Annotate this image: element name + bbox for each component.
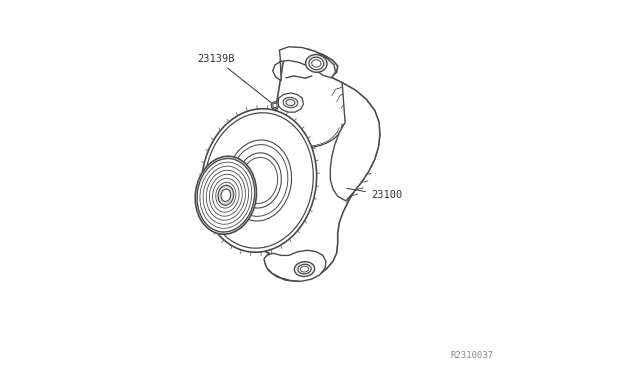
Text: 23139B: 23139B	[197, 54, 271, 103]
Ellipse shape	[195, 156, 257, 234]
Ellipse shape	[273, 103, 277, 108]
Ellipse shape	[309, 57, 324, 70]
Ellipse shape	[205, 113, 314, 248]
Ellipse shape	[271, 102, 278, 109]
Ellipse shape	[283, 97, 298, 108]
Ellipse shape	[227, 140, 292, 221]
Polygon shape	[264, 250, 326, 281]
Ellipse shape	[298, 264, 311, 274]
Ellipse shape	[221, 189, 230, 202]
Ellipse shape	[306, 55, 327, 72]
Ellipse shape	[237, 153, 282, 208]
Polygon shape	[278, 93, 303, 112]
Text: 23100: 23100	[347, 188, 402, 200]
Polygon shape	[247, 48, 380, 281]
Ellipse shape	[294, 262, 315, 276]
Polygon shape	[273, 47, 335, 81]
Text: R2310037: R2310037	[451, 350, 493, 359]
Ellipse shape	[218, 185, 234, 205]
Ellipse shape	[202, 109, 317, 252]
Polygon shape	[330, 83, 380, 201]
